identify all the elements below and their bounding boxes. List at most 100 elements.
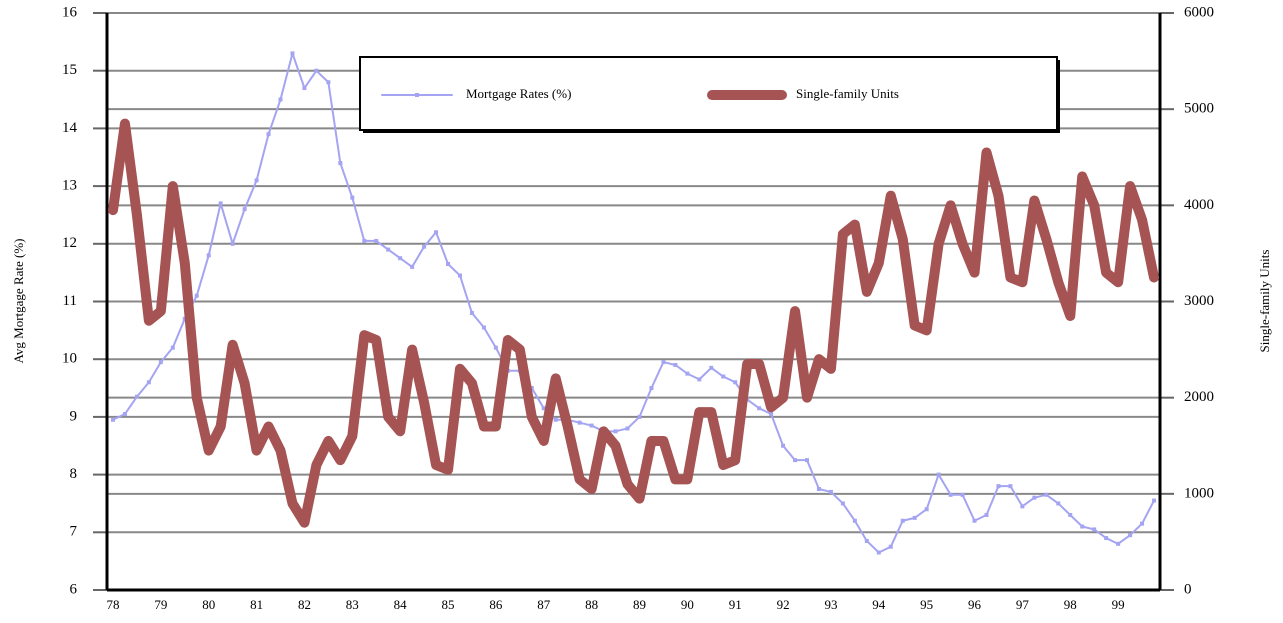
data-point [769, 412, 774, 417]
data-point [278, 97, 283, 102]
data-point [326, 80, 331, 85]
x-tick-label: 97 [1016, 597, 1030, 612]
data-point [134, 394, 139, 399]
x-tick-label: 95 [920, 597, 933, 612]
legend-label: Single-family Units [796, 86, 899, 101]
x-tick-label: 94 [872, 597, 886, 612]
x-tick-label: 92 [777, 597, 790, 612]
x-tick-label: 83 [346, 597, 359, 612]
x-tick-label: 93 [824, 597, 837, 612]
data-point [218, 201, 223, 206]
legend-label: Mortgage Rates (%) [466, 86, 571, 101]
data-point [529, 386, 534, 391]
x-tick-label: 91 [729, 597, 742, 612]
data-point [888, 544, 893, 549]
data-point [422, 244, 427, 249]
data-point [625, 426, 630, 431]
x-tick-label: 86 [489, 597, 503, 612]
data-point [206, 253, 211, 258]
data-point [577, 420, 582, 425]
x-tick-label: 87 [537, 597, 551, 612]
data-point [781, 443, 786, 448]
data-point [386, 247, 391, 252]
data-point [1068, 512, 1073, 517]
x-tick-label: 82 [298, 597, 311, 612]
y-tick-label: 6 [70, 581, 78, 597]
data-point [757, 406, 762, 411]
y2-tick-label: 5000 [1184, 101, 1214, 117]
data-point [673, 362, 678, 367]
data-point [254, 178, 259, 183]
data-point [721, 374, 726, 379]
data-point [1128, 533, 1133, 538]
data-point [900, 518, 905, 523]
data-point [864, 538, 869, 543]
data-point [793, 458, 798, 463]
data-point [194, 293, 199, 298]
data-point [314, 68, 319, 73]
data-point [230, 241, 235, 246]
data-point [481, 325, 486, 330]
data-point [553, 417, 558, 422]
data-point [374, 238, 379, 243]
x-tick-label: 88 [585, 597, 598, 612]
data-point [457, 273, 462, 278]
data-line [111, 52, 1156, 554]
data-point [338, 161, 343, 166]
data-point [1020, 504, 1025, 509]
y-tick-label: 10 [62, 351, 77, 367]
y2-tick-label: 4000 [1184, 197, 1214, 213]
data-point [158, 360, 163, 365]
x-tick-label: 90 [681, 597, 694, 612]
data-point [110, 417, 115, 422]
data-point [122, 412, 127, 417]
data-point [170, 345, 175, 350]
x-tick-label: 98 [1064, 597, 1077, 612]
y2-axis-title: Single-family Units [1257, 250, 1272, 353]
data-point [1104, 536, 1109, 541]
data-point [146, 380, 151, 385]
data-point [302, 86, 307, 91]
data-point [816, 487, 821, 492]
data-point [1140, 521, 1145, 526]
data-point [266, 132, 271, 137]
data-point [1092, 527, 1097, 532]
data-point [876, 550, 881, 555]
data-point [398, 256, 403, 261]
y2-tick-label: 0 [1184, 581, 1192, 597]
data-point [541, 406, 546, 411]
legend-marker [415, 93, 419, 97]
data-point [984, 512, 989, 517]
data-point [1080, 524, 1085, 529]
y-tick-label: 9 [70, 408, 78, 424]
data-point [1116, 541, 1121, 546]
data-point [1032, 495, 1037, 500]
x-tick-label: 96 [968, 597, 982, 612]
y-axis-title: Avg Mortgage Rate (%) [11, 238, 26, 363]
data-point [697, 377, 702, 382]
y-tick-label: 15 [62, 62, 77, 78]
data-point [1008, 484, 1013, 489]
y-tick-label: 12 [62, 235, 77, 251]
data-point [960, 492, 965, 497]
data-point [290, 51, 295, 56]
y-tick-label: 16 [62, 4, 78, 20]
x-tick-label: 89 [633, 597, 646, 612]
y2-tick-label: 2000 [1184, 389, 1214, 405]
data-point [996, 484, 1001, 489]
data-point [972, 518, 977, 523]
x-tick-label: 80 [202, 597, 215, 612]
data-point [589, 423, 594, 428]
data-point [1152, 498, 1157, 503]
data-point [828, 489, 833, 494]
data-point [709, 365, 714, 370]
data-point [912, 515, 917, 520]
data-point [434, 230, 439, 235]
x-tick-label: 85 [442, 597, 455, 612]
data-point [410, 264, 415, 269]
data-line [107, 118, 1160, 528]
y-tick-label: 13 [62, 178, 77, 194]
y2-tick-label: 6000 [1184, 4, 1214, 20]
y2-tick-label: 3000 [1184, 293, 1214, 309]
data-point [1044, 492, 1049, 497]
